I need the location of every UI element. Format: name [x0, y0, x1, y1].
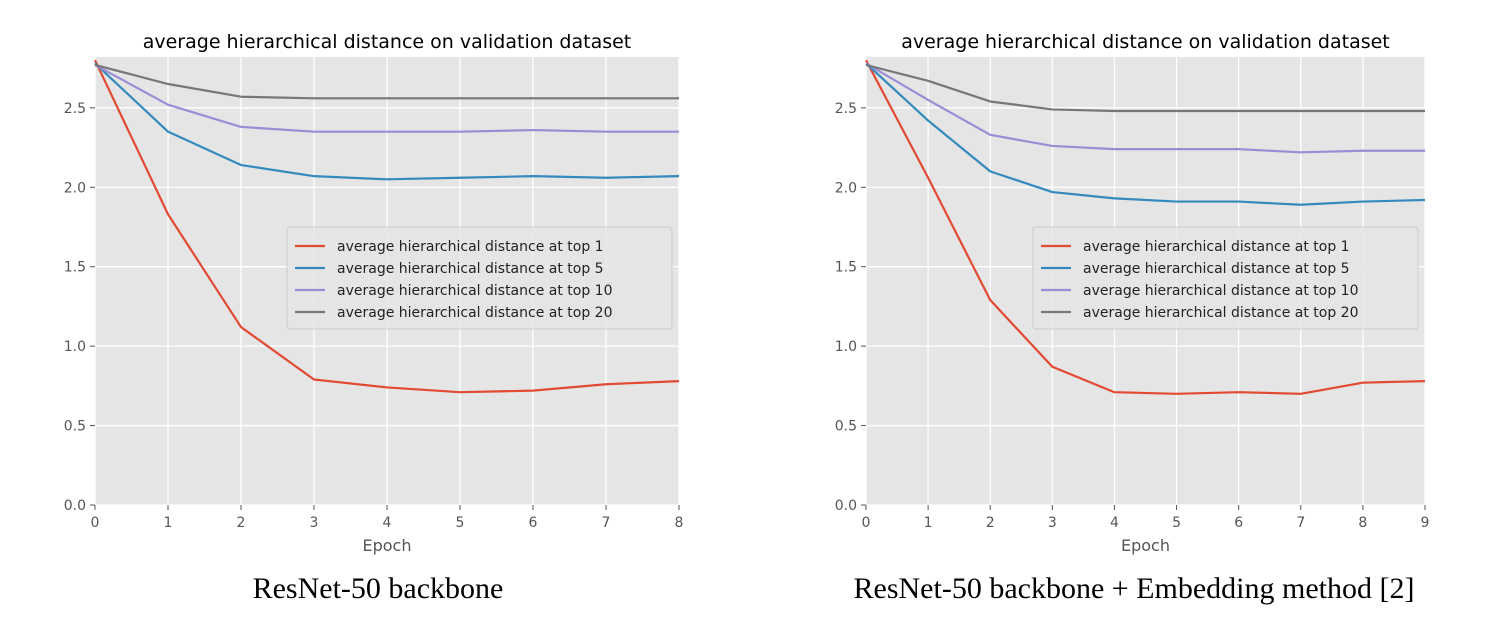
x-tick-label: 4 — [1110, 515, 1119, 531]
legend-label: average hierarchical distance at top 1 — [337, 239, 604, 255]
x-tick-label: 5 — [1172, 515, 1181, 531]
y-tick-label: 1.5 — [835, 260, 857, 276]
series-line-top-20 — [865, 63, 1425, 113]
y-tick-label: 1.0 — [64, 339, 86, 355]
y-tick-label: 0.0 — [835, 498, 857, 514]
y-tick-label: 0.0 — [64, 498, 86, 514]
x-tick-label: 8 — [675, 515, 684, 531]
legend-label: average hierarchical distance at top 5 — [1083, 261, 1350, 277]
legend: average hierarchical distance at top 1 av… — [1032, 226, 1419, 330]
legend: average hierarchical distance at top 1 av… — [286, 226, 673, 330]
y-tick-label: 1.0 — [835, 339, 857, 355]
legend-label: average hierarchical distance at top 5 — [337, 261, 604, 277]
x-tick-label: 8 — [1358, 515, 1367, 531]
x-tick-label: 7 — [1296, 515, 1305, 531]
x-tick-label: 6 — [529, 515, 538, 531]
x-tick-label: 0 — [91, 515, 100, 531]
x-tick-label: 3 — [1048, 515, 1057, 531]
x-axis-label: Epoch — [1121, 536, 1170, 555]
x-tick-label: 1 — [164, 515, 173, 531]
series-line-top-1 — [94, 59, 680, 394]
x-tick-label: 9 — [1421, 515, 1430, 531]
x-tick-label: 1 — [924, 515, 933, 531]
series-line-top-5 — [865, 62, 1426, 206]
chart-panel-right: 0 1 2 3 4 5 6 7 8 9 0.0 0.5 1.0 1.5 2.0 2.5 average hier… — [756, 0, 1512, 627]
legend-box — [286, 226, 673, 330]
series-line-top-20 — [94, 63, 679, 100]
chart-title: average hierarchical distance on validat… — [143, 31, 632, 53]
y-tick-label: 2.0 — [64, 180, 86, 196]
figure-caption-right: ResNet-50 backbone + Embedding method [2… — [853, 572, 1415, 605]
x-tick-label: 3 — [310, 515, 319, 531]
series-line-top-5 — [94, 62, 680, 181]
legend-label: average hierarchical distance at top 20 — [1083, 305, 1359, 321]
line-chart-left: 0 1 2 3 4 5 6 7 8 0.0 0.5 1.0 1.5 2.0 2.5 average hiera… — [64, 31, 684, 555]
y-tick-label: 0.5 — [64, 419, 86, 435]
y-tick-label: 2.5 — [64, 101, 86, 117]
chart-title: average hierarchical distance on validat… — [901, 31, 1390, 53]
y-tick-label: 2.5 — [835, 101, 857, 117]
legend-label: average hierarchical distance at top 10 — [337, 283, 613, 299]
series-line-top-10 — [94, 63, 679, 133]
x-tick-label: 2 — [986, 515, 995, 531]
x-axis-label: Epoch — [363, 536, 412, 555]
chart-panel-left: 0 1 2 3 4 5 6 7 8 0.0 0.5 1.0 1.5 2.0 2.5 average hiera… — [64, 31, 684, 555]
legend-label: average hierarchical distance at top 20 — [337, 305, 613, 321]
figure-caption-left: ResNet-50 backbone — [252, 572, 504, 605]
x-tick-label: 0 — [862, 515, 871, 531]
x-tick-label: 5 — [456, 515, 465, 531]
x-tick-label: 7 — [602, 515, 611, 531]
y-tick-label: 2.0 — [835, 180, 857, 196]
y-tick-label: 0.5 — [835, 419, 857, 435]
x-tick-label: 6 — [1234, 515, 1243, 531]
series-line-top-1 — [865, 59, 1426, 395]
legend-label: average hierarchical distance at top 1 — [1083, 239, 1350, 255]
series-line-top-10 — [865, 62, 1425, 154]
x-tick-label: 4 — [383, 515, 392, 531]
line-chart-right: 0 1 2 3 4 5 6 7 8 9 0.0 0.5 1.0 1.5 2.0 2.5 average hier… — [835, 31, 1430, 555]
y-tick-label: 1.5 — [64, 260, 86, 276]
x-tick-label: 2 — [237, 515, 246, 531]
legend-box — [1032, 226, 1419, 330]
legend-label: average hierarchical distance at top 10 — [1083, 283, 1359, 299]
